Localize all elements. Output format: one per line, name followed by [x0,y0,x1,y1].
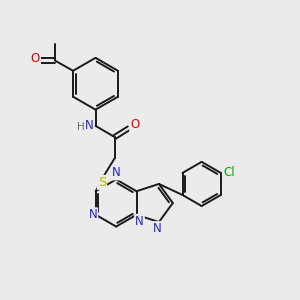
Text: S: S [98,176,106,189]
Text: N: N [88,208,97,221]
Text: N: N [153,222,162,235]
Text: O: O [31,52,40,64]
Text: N: N [85,119,93,132]
Text: N: N [112,167,121,179]
Text: Cl: Cl [223,167,235,179]
Text: N: N [135,215,144,228]
Text: H: H [77,122,85,132]
Text: O: O [130,118,139,131]
